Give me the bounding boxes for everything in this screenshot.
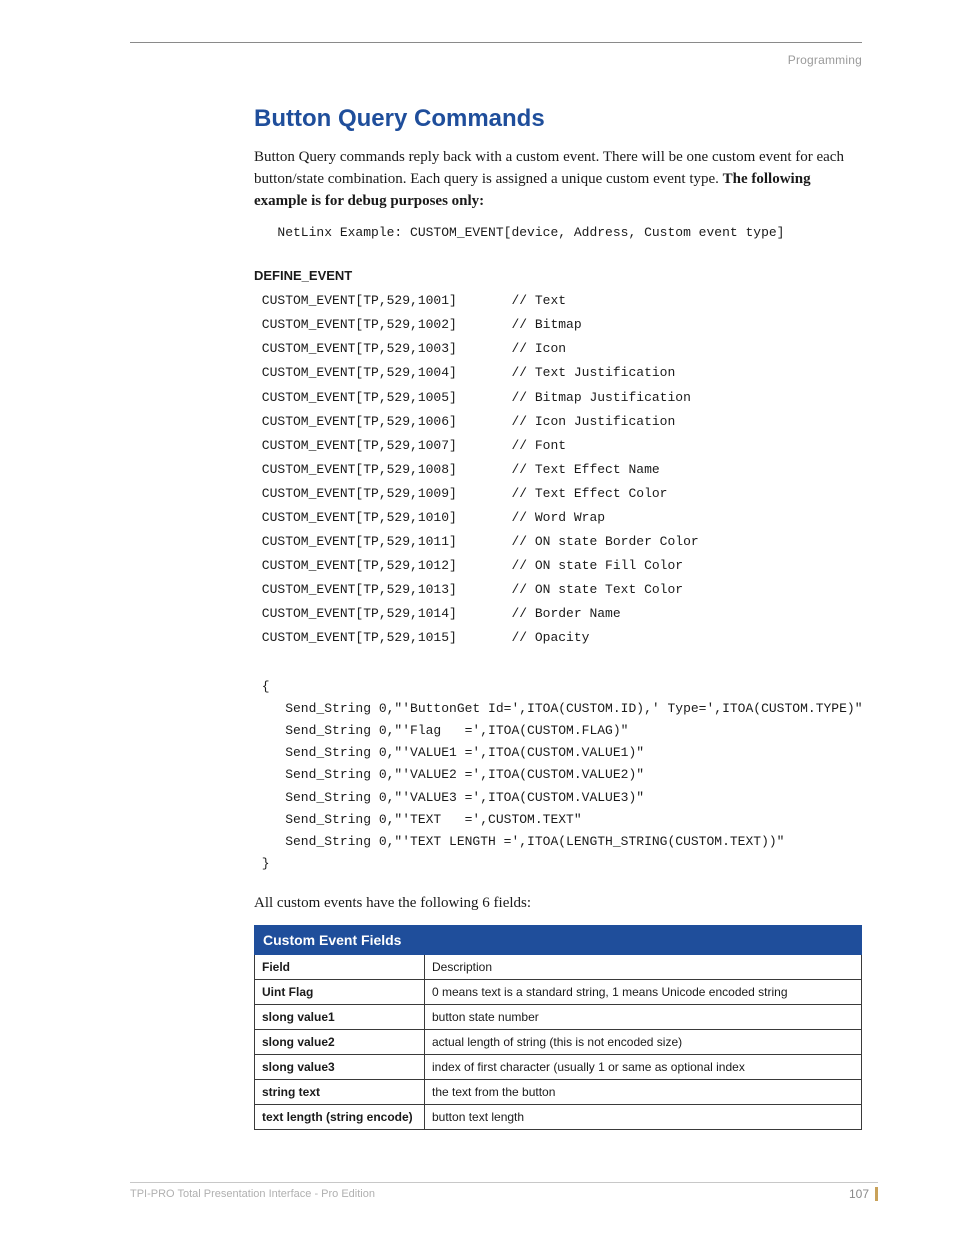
event-line: CUSTOM_EVENT[TP,529,1007] // Font [254, 434, 862, 458]
field-name-cell: string text [255, 1079, 425, 1104]
netlinx-example: NetLinx Example: CUSTOM_EVENT[device, Ad… [254, 222, 862, 244]
event-line: CUSTOM_EVENT[TP,529,1010] // Word Wrap [254, 506, 862, 530]
table-row: text length (string encode)button text l… [255, 1104, 862, 1129]
field-desc-cell: actual length of string (this is not enc… [425, 1029, 862, 1054]
top-rule [130, 42, 862, 43]
event-line: CUSTOM_EVENT[TP,529,1004] // Text Justif… [254, 361, 862, 385]
page-footer: TPI-PRO Total Presentation Interface - P… [130, 1182, 878, 1201]
event-line: CUSTOM_EVENT[TP,529,1006] // Icon Justif… [254, 410, 862, 434]
field-desc-cell: button state number [425, 1004, 862, 1029]
event-line: CUSTOM_EVENT[TP,529,1014] // Border Name [254, 602, 862, 626]
content-block: Button Query Commands Button Query comma… [130, 105, 862, 1130]
breadcrumb: Programming [130, 53, 862, 67]
event-line: CUSTOM_EVENT[TP,529,1008] // Text Effect… [254, 458, 862, 482]
field-name-cell: Uint Flag [255, 979, 425, 1004]
event-line: CUSTOM_EVENT[TP,529,1002] // Bitmap [254, 313, 862, 337]
after-block-text: All custom events have the following 6 f… [254, 893, 862, 915]
table-row: slong value1button state number [255, 1004, 862, 1029]
document-page: Programming Button Query Commands Button… [0, 0, 954, 1235]
event-line: CUSTOM_EVENT[TP,529,1013] // ON state Te… [254, 578, 862, 602]
field-desc-cell: index of first character (usually 1 or s… [425, 1054, 862, 1079]
field-name-cell: slong value1 [255, 1004, 425, 1029]
field-name-cell: slong value3 [255, 1054, 425, 1079]
custom-event-fields-table: Custom Event Fields Field Description Ui… [254, 925, 862, 1130]
field-desc-cell: the text from the button [425, 1079, 862, 1104]
field-name-cell: text length (string encode) [255, 1104, 425, 1129]
events-list: CUSTOM_EVENT[TP,529,1001] // Text CUSTOM… [254, 289, 862, 650]
section-title: Button Query Commands [254, 105, 862, 133]
field-name-cell: slong value2 [255, 1029, 425, 1054]
code-block: { Send_String 0,"'ButtonGet Id=',ITOA(CU… [254, 676, 862, 875]
table-col-field: Field [255, 954, 425, 979]
event-line: CUSTOM_EVENT[TP,529,1001] // Text [254, 289, 862, 313]
field-desc-cell: 0 means text is a standard string, 1 mea… [425, 979, 862, 1004]
event-line: CUSTOM_EVENT[TP,529,1015] // Opacity [254, 626, 862, 650]
field-desc-cell: button text length [425, 1104, 862, 1129]
event-line: CUSTOM_EVENT[TP,529,1003] // Icon [254, 337, 862, 361]
event-line: CUSTOM_EVENT[TP,529,1009] // Text Effect… [254, 482, 862, 506]
table-title: Custom Event Fields [255, 925, 862, 954]
table-row: slong value2actual length of string (thi… [255, 1029, 862, 1054]
table-row: Uint Flag0 means text is a standard stri… [255, 979, 862, 1004]
define-event-label: DEFINE_EVENT [254, 268, 862, 283]
event-line: CUSTOM_EVENT[TP,529,1011] // ON state Bo… [254, 530, 862, 554]
table-col-description: Description [425, 954, 862, 979]
event-line: CUSTOM_EVENT[TP,529,1012] // ON state Fi… [254, 554, 862, 578]
intro-paragraph: Button Query commands reply back with a … [254, 147, 862, 212]
table-row: slong value3index of first character (us… [255, 1054, 862, 1079]
footer-left: TPI-PRO Total Presentation Interface - P… [130, 1188, 375, 1200]
table-row: string textthe text from the button [255, 1079, 862, 1104]
event-line: CUSTOM_EVENT[TP,529,1005] // Bitmap Just… [254, 386, 862, 410]
page-number: 107 [849, 1187, 878, 1201]
